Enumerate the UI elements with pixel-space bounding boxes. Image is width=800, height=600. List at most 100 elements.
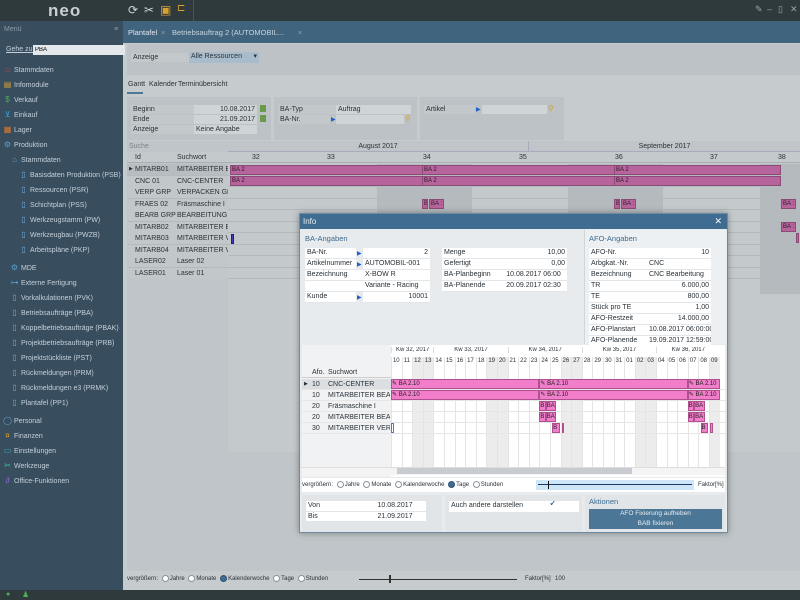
close-icon[interactable]: ✕ [790, 4, 798, 14]
gantt-bar[interactable] [391, 423, 395, 433]
sidebar-item[interactable]: ▯ Rückmeldungen (PRM) [0, 365, 123, 380]
tab-kalender[interactable]: Kalender [149, 81, 178, 88]
gantt-bar[interactable]: ✎ BA 2.10 [391, 390, 540, 400]
artikel-input[interactable] [482, 105, 547, 114]
gantt-row[interactable]: CNC 01 CNC-CENTER [127, 175, 800, 187]
tab-close-icon[interactable]: × [298, 28, 303, 37]
von-field[interactable]: 10.08.2017 [364, 501, 426, 512]
gantt-bar[interactable] [796, 233, 799, 243]
gantt-bar[interactable]: BA 2 [230, 176, 423, 186]
zoom-radio-stunden[interactable] [297, 574, 305, 582]
gantt-bar[interactable]: B [687, 401, 695, 411]
zoom-slider[interactable] [536, 480, 694, 490]
gantt-bar[interactable]: BA [694, 401, 705, 411]
sidebar-item[interactable]: ⚙ Produktion [0, 137, 123, 152]
sidebar-item[interactable]: ◯ Personal [0, 413, 123, 428]
gantt-bar[interactable]: BA [545, 412, 557, 422]
sidebar-item[interactable]: ⊻ Einkauf [0, 107, 123, 122]
gantt-bar[interactable]: BA 2 [422, 165, 615, 175]
link-arrow-icon[interactable]: ▶ [357, 262, 362, 268]
anzeige-filter-select[interactable]: Keine Angabe [194, 125, 257, 134]
zoom-radio-jahre[interactable] [161, 574, 169, 582]
zoom-radio-stunden[interactable] [472, 480, 480, 488]
gantt-bar[interactable] [231, 234, 234, 244]
bell-icon[interactable]: ♟ [22, 590, 30, 599]
zoom-slider[interactable] [359, 579, 517, 580]
sidebar-item[interactable]: ▤ Infomodule [0, 77, 123, 92]
gantt-bar[interactable]: BA 2 [614, 165, 781, 175]
beginn-field[interactable]: 10.08.2017 [194, 105, 257, 114]
gantt-row[interactable]: 10 MITARBEITER BEARBEITUNG [302, 390, 725, 401]
sidebar-item[interactable]: $ Verkauf [0, 92, 123, 107]
gantt-row[interactable]: 20 Fräsmaschine I [302, 401, 725, 412]
sidebar-item[interactable]: ▯ Schichtplan (PSS) [0, 197, 123, 212]
batyp-select[interactable]: Auftrag [336, 105, 411, 114]
sidebar-item[interactable]: ⊶ Externe Fertigung [0, 275, 123, 290]
col-suchwort[interactable]: Suchwort [177, 154, 207, 161]
gantt-bar[interactable] [710, 423, 713, 433]
sidebar-item[interactable]: ▯ Arbeitspläne (PKP) [0, 242, 123, 257]
calendar-icon[interactable] [260, 115, 266, 122]
zoom-radio-tage[interactable] [273, 574, 281, 582]
sidebar-item[interactable]: ▯ Koppelbetriebsaufträge (PBAK) [0, 320, 123, 335]
sidebar-item[interactable]: ▭ Einstellungen [0, 443, 123, 458]
sidebar-item[interactable]: ¤ Finanzen [0, 428, 123, 443]
restore-icon[interactable]: ▯ [778, 4, 783, 14]
gantt-bar[interactable]: ✎ BA 2.10 [391, 379, 540, 389]
calendar-icon[interactable] [260, 105, 266, 112]
gantt-bar[interactable]: B [700, 423, 708, 433]
sidebar-item[interactable]: ▯ Basisdaten Produktion (PSB) [0, 167, 123, 182]
gantt-bar[interactable] [561, 423, 565, 433]
bab-fixieren-button[interactable]: BAB fixieren [637, 520, 674, 527]
gantt-search[interactable]: Suche [129, 143, 149, 150]
zoom-radio-tage[interactable] [448, 480, 456, 488]
zoom-slider-handle[interactable] [389, 575, 391, 583]
gantt-bar[interactable]: BA [545, 401, 557, 411]
zoom-radio-jahre[interactable] [336, 480, 344, 488]
sidebar-item[interactable]: ▯ Plantafel (PP1) [0, 395, 123, 410]
sidebar-item[interactable]: ⌂ Stammdaten [0, 62, 123, 77]
gantt-bar[interactable]: B [539, 412, 546, 422]
col-id[interactable]: Id [135, 154, 141, 161]
afo-fixierung-aufheben-button[interactable]: AFO Fixierung aufheben [620, 510, 691, 517]
gantt-bar[interactable]: BA 2 [230, 165, 423, 175]
gantt-bar[interactable]: B [539, 401, 546, 411]
gantt-bar[interactable]: BA : [621, 199, 636, 209]
search-icon[interactable]: ⚲ [405, 114, 411, 123]
refresh-icon[interactable]: ⟳ [128, 3, 139, 17]
gantt-row[interactable]: ▶MITARB01 MITARBEITER BEARBEITUNG [127, 164, 800, 176]
gantt-bar[interactable]: B [552, 423, 560, 433]
gantt-bar[interactable]: BA : [781, 199, 796, 209]
sidebar-item[interactable]: ▯ Werkzeugstamm (PW) [0, 212, 123, 227]
gantt-row[interactable]: FRAES 02 Fräsmaschine I [127, 198, 800, 210]
tools-icon[interactable]: ✂ [144, 3, 155, 17]
close-icon[interactable]: ✕ [714, 216, 722, 226]
tab-close-icon[interactable]: × [161, 28, 166, 37]
tab-terminuebersicht[interactable]: Terminübersicht [178, 81, 228, 88]
gantt-row[interactable]: 30 MITARBEITER VERPACKEN [302, 423, 725, 434]
hierarchy-icon[interactable]: ⊏ [177, 3, 186, 14]
sidebar-item[interactable]: ▯ Vorkalkulationen (PVK) [0, 290, 123, 305]
print-icon[interactable]: ▣ [160, 3, 172, 17]
tab-plantafel[interactable]: Plantafel [128, 28, 158, 37]
link-arrow-icon[interactable]: ▶ [357, 251, 362, 257]
sidebar-item[interactable]: ▯ Betriebsaufträge (PBA) [0, 305, 123, 320]
gantt-bar[interactable]: B [614, 199, 620, 209]
gantt-bar[interactable]: B [687, 412, 695, 422]
sidebar-item[interactable]: ⚙ MDE [0, 260, 123, 275]
tab-betriebsauftrag[interactable]: Betriebsauftrag 2 (AUTOMOBIL... [172, 28, 284, 37]
sidebar-item[interactable]: ▦ Lager [0, 122, 123, 137]
gantt-bar[interactable]: ✎ BA 2.10 [539, 390, 688, 400]
link-arrow-icon[interactable]: ▶ [476, 107, 481, 113]
gantt-row[interactable]: VERP GRP VERPACKEN GRUPPE [127, 187, 800, 199]
ende-field[interactable]: 21.09.2017 [194, 115, 257, 124]
pin-icon[interactable]: ✎ [755, 4, 763, 14]
gantt-bar[interactable]: ✎ BA 2.10 [687, 379, 720, 389]
minimize-icon[interactable]: – [767, 4, 773, 14]
sidebar-item[interactable]: ▯ Rückmeldungen e3 (PRMK) [0, 380, 123, 395]
link-arrow-icon[interactable]: ▶ [331, 117, 336, 123]
zoom-radio-monate[interactable] [188, 574, 196, 582]
zoom-radio-monate[interactable] [363, 480, 371, 488]
sidebar-item[interactable]: ▯ Werkzeugbau (PWZB) [0, 227, 123, 242]
zoom-radio-kalenderwoche[interactable] [220, 574, 228, 582]
